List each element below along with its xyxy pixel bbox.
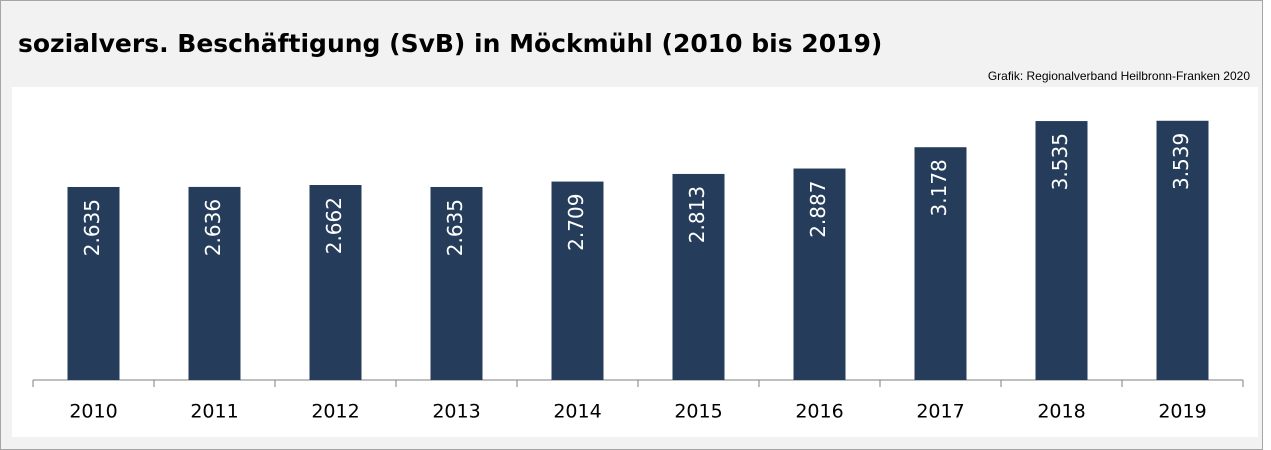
- x-tick-label: 2015: [674, 401, 722, 423]
- bar: [309, 185, 362, 380]
- data-label: 2.635: [443, 199, 467, 256]
- bar: [188, 186, 241, 380]
- bar: [793, 168, 846, 380]
- x-tick-label: 2012: [311, 401, 359, 423]
- x-tick-label: 2010: [69, 401, 117, 423]
- data-label: 2.636: [201, 199, 225, 256]
- data-label: 2.887: [806, 181, 830, 238]
- x-tick-label: 2013: [432, 401, 480, 423]
- data-label: 2.813: [685, 186, 709, 243]
- data-label: 3.535: [1048, 133, 1072, 190]
- bar: [1035, 121, 1088, 380]
- bar: [914, 147, 967, 380]
- data-label: 2.662: [322, 197, 346, 254]
- x-tick-label: 2016: [795, 401, 843, 423]
- data-label: 2.709: [564, 194, 588, 251]
- bar: [551, 181, 604, 380]
- source-note: Grafik: Regionalverband Heilbronn-Franke…: [988, 69, 1250, 83]
- data-label: 3.539: [1169, 133, 1193, 190]
- data-label: 2.635: [80, 199, 104, 256]
- x-tick-label: 2019: [1158, 401, 1206, 423]
- bar: [67, 186, 120, 380]
- x-tick-label: 2014: [553, 401, 601, 423]
- bar: [1156, 120, 1209, 380]
- bar: [672, 173, 725, 380]
- x-tick-label: 2018: [1037, 401, 1085, 423]
- x-tick-label: 2011: [190, 401, 238, 423]
- chart-title: sozialvers. Beschäftigung (SvB) in Möckm…: [18, 29, 882, 58]
- data-label: 3.178: [927, 159, 951, 216]
- x-tick-label: 2017: [916, 401, 964, 423]
- bar: [430, 186, 483, 380]
